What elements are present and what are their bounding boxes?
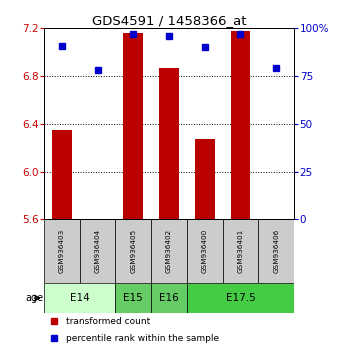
Bar <box>258 219 294 283</box>
Text: E16: E16 <box>159 293 179 303</box>
Bar <box>187 219 223 283</box>
Bar <box>115 219 151 283</box>
Text: E17.5: E17.5 <box>225 293 255 303</box>
Bar <box>266 219 286 223</box>
Text: percentile rank within the sample: percentile rank within the sample <box>67 334 220 343</box>
Bar <box>151 219 187 283</box>
Bar <box>223 219 258 283</box>
Bar <box>44 283 115 313</box>
Title: GDS4591 / 1458366_at: GDS4591 / 1458366_at <box>92 14 246 27</box>
Text: age: age <box>26 293 44 303</box>
Text: GSM936400: GSM936400 <box>202 229 208 273</box>
Bar <box>80 219 115 283</box>
Text: GSM936404: GSM936404 <box>95 229 100 273</box>
Text: E15: E15 <box>123 293 143 303</box>
Bar <box>52 130 72 219</box>
Bar <box>151 283 187 313</box>
Text: E14: E14 <box>70 293 90 303</box>
Text: GSM936402: GSM936402 <box>166 229 172 273</box>
Text: GSM936405: GSM936405 <box>130 229 136 273</box>
Text: transformed count: transformed count <box>67 317 151 326</box>
Bar <box>115 283 151 313</box>
Bar <box>88 219 107 223</box>
Bar <box>187 283 294 313</box>
Bar <box>44 219 80 283</box>
Bar <box>195 139 215 219</box>
Text: GSM936401: GSM936401 <box>238 229 243 273</box>
Bar <box>159 68 179 219</box>
Text: GSM936403: GSM936403 <box>59 229 65 273</box>
Bar <box>231 31 250 219</box>
Bar <box>123 33 143 219</box>
Text: GSM936406: GSM936406 <box>273 229 279 273</box>
